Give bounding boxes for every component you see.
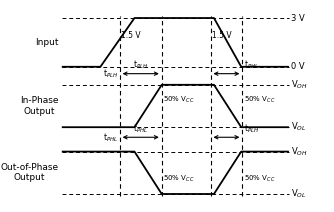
Text: 50% V$_{CC}$: 50% V$_{CC}$: [163, 95, 195, 105]
Text: t$_{PLH}$: t$_{PLH}$: [133, 59, 148, 71]
Text: 0 V: 0 V: [291, 62, 304, 71]
Text: Out-of-Phase
Output: Out-of-Phase Output: [0, 163, 58, 183]
Text: V$_{OL}$: V$_{OL}$: [291, 188, 306, 200]
Text: 1.5 V: 1.5 V: [121, 31, 141, 40]
Text: 1.5 V: 1.5 V: [212, 31, 232, 40]
Text: 50% V$_{CC}$: 50% V$_{CC}$: [244, 174, 276, 184]
Text: V$_{OL}$: V$_{OL}$: [291, 121, 306, 133]
Text: V$_{OH}$: V$_{OH}$: [291, 145, 307, 158]
Text: t$_{PLH}$: t$_{PLH}$: [244, 122, 259, 135]
Text: t$_{PHL}$: t$_{PHL}$: [103, 131, 118, 144]
Text: 50% V$_{CC}$: 50% V$_{CC}$: [244, 95, 276, 105]
Text: t$_{PHL}$: t$_{PHL}$: [133, 122, 148, 135]
Text: 3 V: 3 V: [291, 14, 304, 22]
Text: t$_{PHL}$: t$_{PHL}$: [244, 59, 259, 71]
Text: Input: Input: [35, 38, 58, 47]
Text: 50% V$_{CC}$: 50% V$_{CC}$: [163, 174, 195, 184]
Text: In-Phase
Output: In-Phase Output: [20, 96, 58, 116]
Text: t$_{PLH}$: t$_{PLH}$: [103, 67, 118, 80]
Text: V$_{OH}$: V$_{OH}$: [291, 79, 307, 91]
